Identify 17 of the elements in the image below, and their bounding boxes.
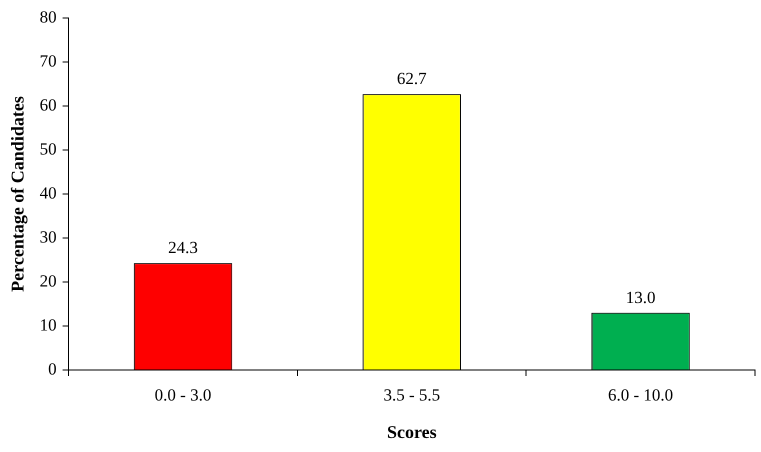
y-tick-label: 10 xyxy=(40,315,57,334)
data-label: 62.7 xyxy=(396,69,428,88)
x-axis-title: Scores xyxy=(386,422,437,442)
y-tick-label: 50 xyxy=(40,139,57,158)
x-tick-label: 3.5 - 5.5 xyxy=(383,386,440,405)
data-label: 24.3 xyxy=(168,238,198,258)
y-tick-label: 20 xyxy=(40,271,57,290)
y-tick-label: 80 xyxy=(40,7,57,26)
y-tick-label: 70 xyxy=(40,51,57,70)
x-tick-label: 6.0 - 10.0 xyxy=(608,386,674,405)
y-tick-label: 60 xyxy=(40,95,57,114)
y-tick-label: 40 xyxy=(40,183,57,202)
x-tick-label: 0.0 - 3.0 xyxy=(154,386,212,405)
y-tick-label: 30 xyxy=(40,227,57,246)
data-label: 13.0 xyxy=(626,288,656,307)
y-tick-label: 0 xyxy=(48,359,57,378)
y-axis-title: Percentage of Candidates xyxy=(7,96,28,292)
